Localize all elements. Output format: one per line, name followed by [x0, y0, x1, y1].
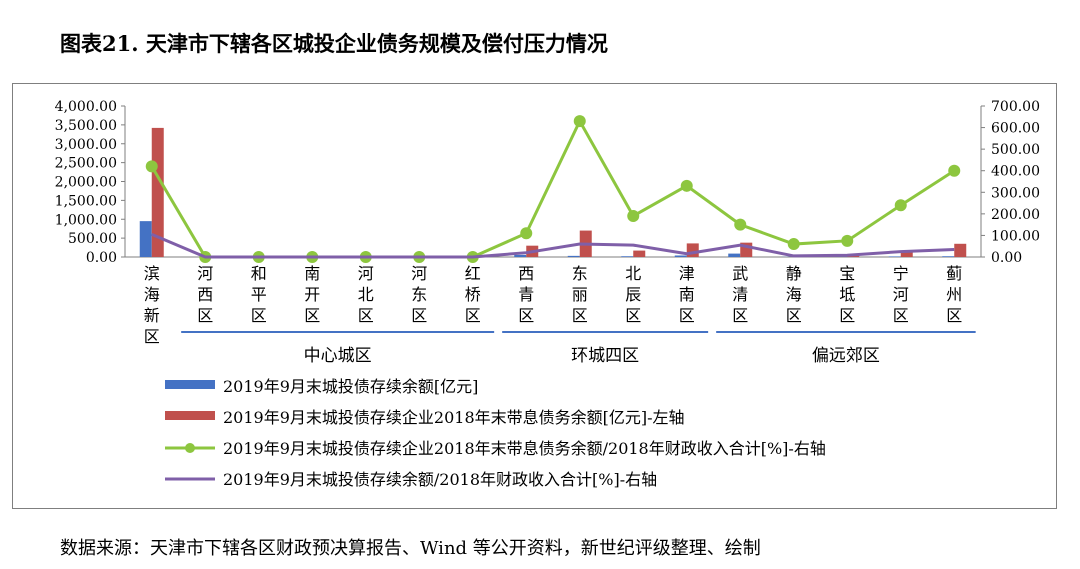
category-label: 河西区 [197, 264, 213, 325]
category-label: 西青区 [518, 264, 534, 325]
chart-svg: 0.00 500.00 1,000.00 1,500.00 2,000.00 2,500.… [55, 99, 1040, 489]
left-axis-tick-label: 4,000.00 [55, 99, 117, 115]
left-axis-tick-label: 500.00 [68, 231, 117, 247]
series-line-bond-ratio [151, 232, 955, 259]
right-axis-tick-label: 200.00 [991, 207, 1040, 223]
bar-bond-balance [621, 256, 634, 257]
bar-interest-debt [954, 243, 967, 257]
left-axis-tick-label: 0.00 [86, 250, 117, 266]
chart-frame: 0.00 500.00 1,000.00 1,500.00 2,000.00 2,500.… [12, 83, 1057, 509]
bar-bond-balance [567, 255, 580, 257]
category-label: 河北区 [358, 264, 374, 325]
right-axis-tick-label: 300.00 [991, 185, 1040, 201]
bar-bond-balance [674, 255, 687, 257]
series-point-debt-ratio [520, 227, 533, 240]
category-label: 滨海新区 [144, 264, 160, 346]
left-axis-tick-label: 3,500.00 [55, 118, 117, 134]
series-point-debt-ratio [948, 164, 961, 177]
category-group-label: 偏远郊区 [812, 346, 880, 366]
right-axis-tick-label: 100.00 [991, 228, 1040, 244]
category-label: 蓟州区 [946, 264, 962, 325]
bar-bond-balance [514, 254, 527, 257]
category-label: 红桥区 [465, 264, 481, 325]
right-axis-tick-label: 700.00 [991, 99, 1040, 115]
series-point-debt-ratio [894, 199, 907, 212]
category-label: 宁河区 [893, 264, 909, 325]
bar-bond-balance [942, 256, 955, 257]
category-label: 静海区 [786, 264, 802, 325]
source-note: 数据来源：天津市下辖各区财政预决算报告、Wind 等公开资料，新世纪评级整理、绘… [60, 538, 761, 559]
category-label: 和平区 [251, 264, 267, 325]
legend-swatch-marker [185, 443, 195, 453]
series-point-debt-ratio [680, 179, 693, 192]
legend-swatch [165, 411, 215, 420]
series-point-debt-ratio [145, 160, 158, 173]
legend-entry: 2019年9月末城投债存续余额[亿元] [223, 377, 478, 396]
series-point-debt-ratio [627, 210, 640, 223]
legend-entry: 2019年9月末城投债存续企业2018年末带息债务余额[亿元]-左轴 [223, 408, 685, 427]
category-group-label: 环城四区 [571, 346, 639, 366]
left-axis-tick-label: 1,500.00 [55, 193, 117, 209]
legend-swatch [165, 380, 215, 389]
left-axis-tick-label: 3,000.00 [55, 137, 117, 153]
chart-title: 图表21. 天津市下辖各区城投企业债务规模及偿付压力情况 [60, 31, 608, 56]
right-axis-tick-label: 500.00 [991, 142, 1040, 158]
bar-bond-balance [139, 221, 152, 257]
series-point-debt-ratio [787, 238, 800, 251]
category-label: 北辰区 [625, 264, 641, 325]
category-label: 宝坻区 [839, 264, 855, 325]
category-label: 津南区 [679, 264, 695, 325]
series-line-debt-ratio [150, 117, 956, 259]
left-axis-tick-label: 2,500.00 [55, 156, 117, 172]
category-label: 东丽区 [572, 264, 588, 325]
bar-interest-debt [633, 250, 646, 257]
series-point-debt-ratio [841, 234, 854, 247]
bar-interest-debt [151, 127, 164, 257]
series-point-debt-ratio [573, 115, 586, 128]
bar-bond-balance [888, 256, 901, 257]
series-point-debt-ratio [734, 218, 747, 231]
right-axis-tick-label: 600.00 [991, 121, 1040, 137]
category-group-label: 中心城区 [304, 346, 372, 366]
category-label: 南开区 [304, 264, 320, 325]
bar-interest-debt [900, 251, 913, 257]
right-axis-tick-label: 400.00 [991, 164, 1040, 180]
left-axis-tick-label: 2,000.00 [55, 175, 117, 191]
left-axis-tick-label: 1,000.00 [55, 212, 117, 228]
right-axis-tick-label: 0.00 [991, 250, 1022, 266]
category-label: 河东区 [411, 264, 427, 325]
legend-entry: 2019年9月末城投债存续余额/2018年财政收入合计[%]-右轴 [223, 470, 657, 489]
bar-bond-balance [728, 253, 741, 257]
legend-entry: 2019年9月末城投债存续企业2018年末带息债务余额/2018年财政收入合计[… [223, 439, 826, 458]
category-label: 武清区 [732, 264, 748, 325]
